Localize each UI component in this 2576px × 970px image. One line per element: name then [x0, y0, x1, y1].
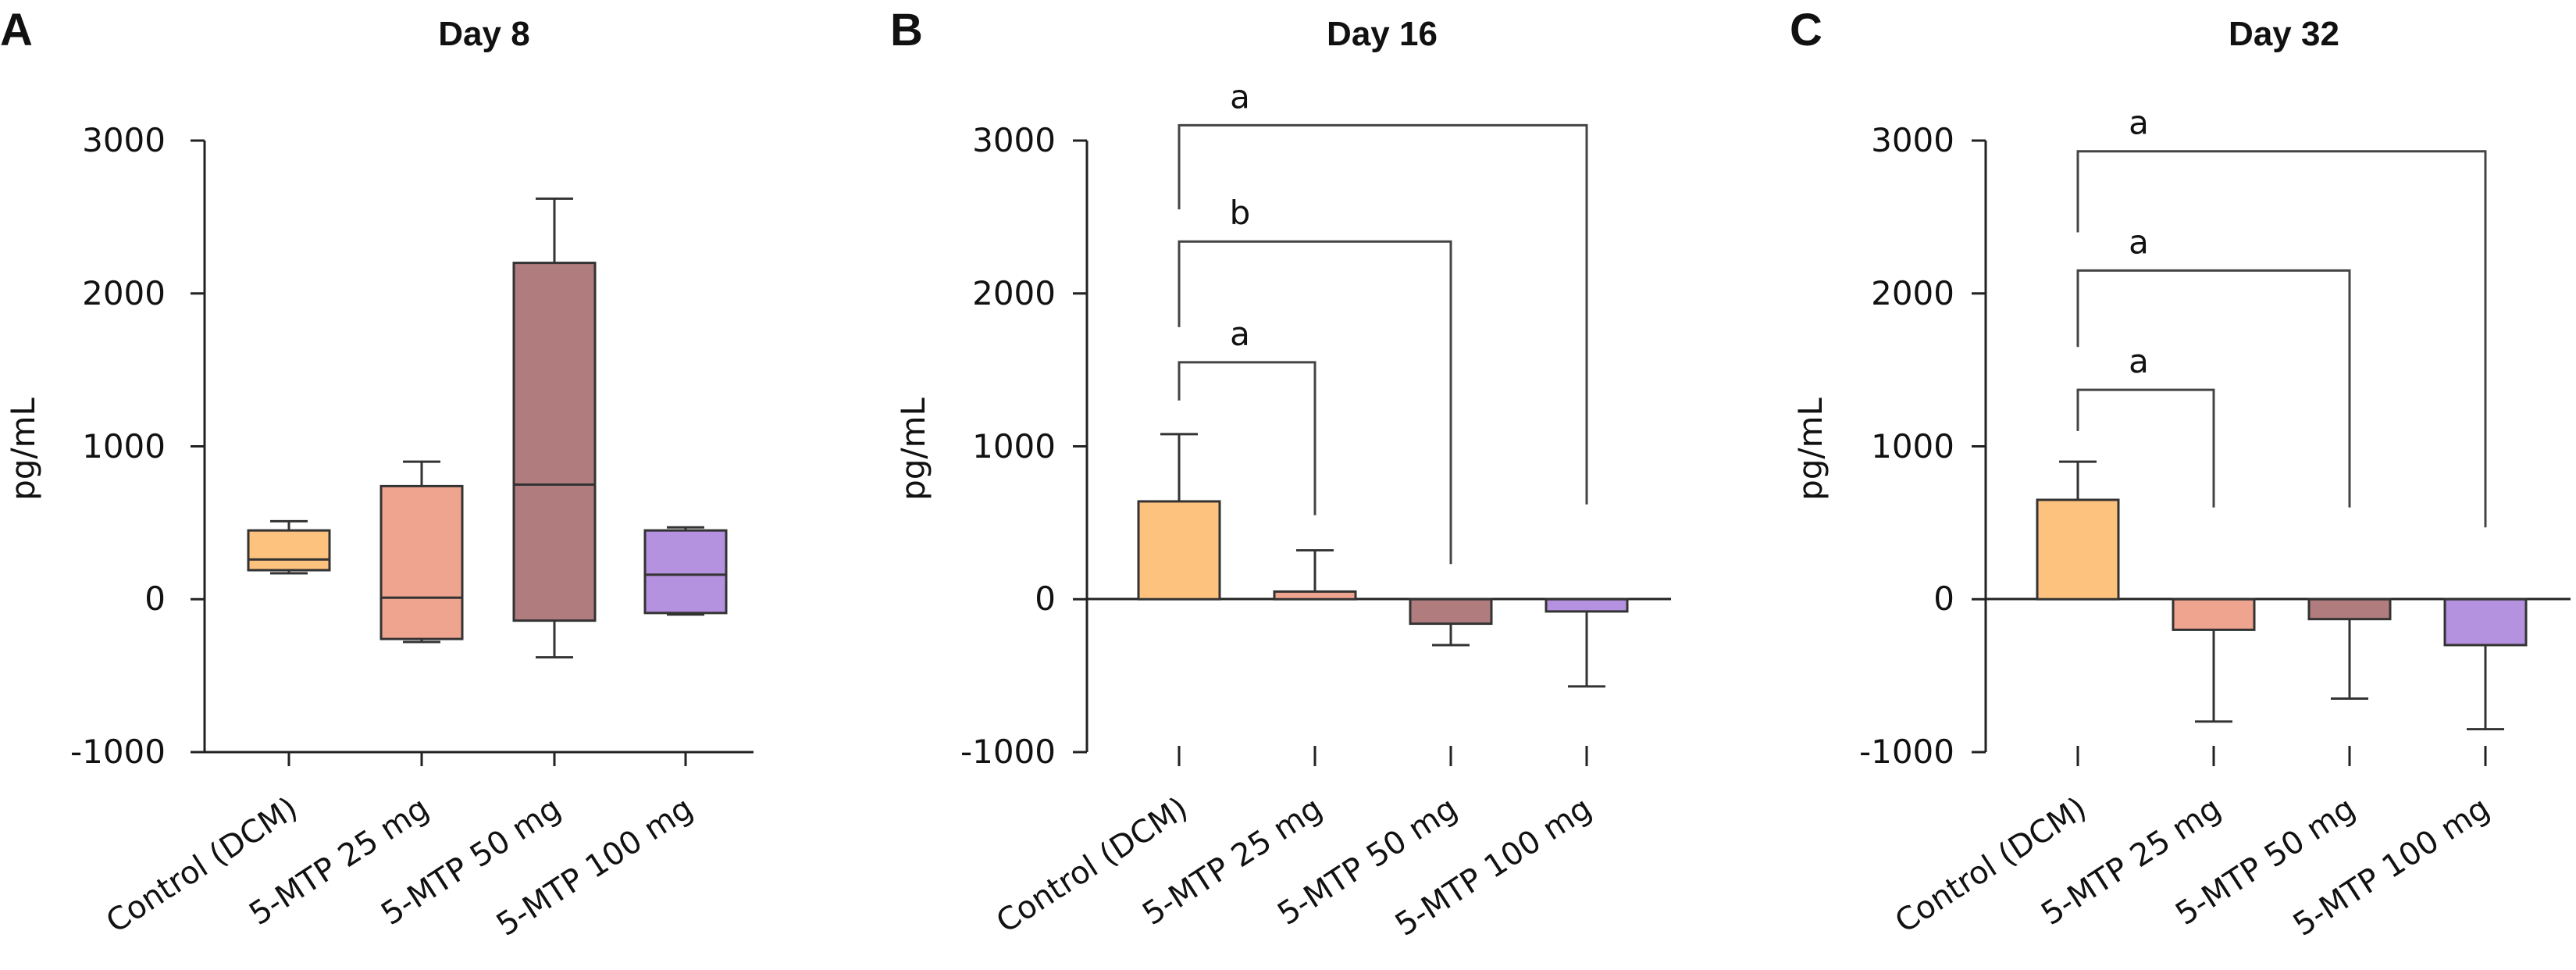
significance-label: a: [1230, 77, 1250, 116]
significance-bracket: [1178, 123, 1588, 505]
panel-title: Day 16: [1327, 15, 1438, 53]
panel-a: A Day 8 pg/mL -1000 0 1000 2000 3000 Con…: [0, 5, 754, 943]
panel-title: Day 32: [2229, 15, 2339, 53]
y-tick-label: 1000: [972, 427, 1056, 465]
significance-bracket: [2076, 150, 2487, 528]
bar: [1545, 597, 1629, 613]
y-ticks: -1000 0 1000 2000 3000: [1859, 121, 1954, 771]
y-tick-label: -1000: [1859, 733, 1954, 771]
panel-title: Day 8: [438, 15, 529, 53]
y-ticks: -1000 0 1000 2000 3000: [960, 121, 1056, 771]
bar: [2036, 498, 2120, 601]
bar: [2307, 597, 2392, 621]
bar: [2443, 597, 2528, 647]
y-axis-title: pg/mL: [4, 398, 42, 501]
category-labels: Control (DCM) 5-MTP 25 mg 5-MTP 50 mg 5-…: [1889, 790, 2496, 943]
panel-letter: A: [0, 5, 33, 55]
panel-c: C Day 32 pg/mL -1000 0 1000 2000 3000 Co…: [1790, 5, 2571, 943]
y-tick-label: 2000: [972, 274, 1056, 312]
y-tick-label: -1000: [960, 733, 1056, 771]
y-tick-label: 3000: [82, 121, 166, 159]
plot-marks: [191, 139, 728, 766]
y-tick-label: 0: [1933, 580, 1954, 618]
y-tick-label: 0: [144, 580, 166, 618]
panel-b: B Day 16 pg/mL -1000 0 1000 2000 3000 Co…: [890, 5, 1671, 943]
plot-marks: a a a: [1972, 104, 2528, 766]
bar: [1409, 597, 1493, 626]
y-tick-label: 3000: [972, 121, 1056, 159]
panel-letter: C: [1790, 5, 1822, 55]
significance-bracket: [2076, 388, 2215, 508]
significance-label: b: [1230, 194, 1251, 232]
panel-letter: B: [890, 5, 923, 55]
y-axis-title: pg/mL: [894, 398, 932, 501]
box: [512, 262, 597, 622]
y-tick-label: 2000: [1871, 274, 1954, 312]
significance-bracket: [1178, 361, 1317, 515]
box: [643, 529, 728, 615]
significance-label: a: [2129, 342, 2149, 380]
plot-marks: a b a: [1073, 77, 1629, 766]
y-axis-title: pg/mL: [1791, 398, 1830, 501]
significance-label: a: [2129, 104, 2149, 142]
y-ticks: -1000 0 1000 2000 3000: [70, 121, 166, 771]
box: [379, 484, 464, 640]
box: [247, 529, 331, 572]
significance-label: a: [2129, 223, 2149, 261]
y-tick-label: 2000: [82, 274, 166, 312]
y-tick-label: -1000: [70, 733, 166, 771]
bar: [2172, 597, 2256, 631]
category-labels: Control (DCM) 5-MTP 25 mg 5-MTP 50 mg 5-…: [100, 790, 699, 943]
y-tick-label: 1000: [82, 427, 166, 465]
category-labels: Control (DCM) 5-MTP 25 mg 5-MTP 50 mg 5-…: [990, 790, 1598, 943]
significance-label: a: [1230, 315, 1250, 353]
y-tick-label: 1000: [1871, 427, 1954, 465]
bar: [1137, 500, 1221, 601]
y-tick-label: 0: [1035, 580, 1056, 618]
significance-bracket: [1178, 240, 1452, 565]
y-tick-label: 3000: [1871, 121, 1954, 159]
bar: [1273, 590, 1357, 601]
significance-bracket: [2076, 269, 2351, 508]
